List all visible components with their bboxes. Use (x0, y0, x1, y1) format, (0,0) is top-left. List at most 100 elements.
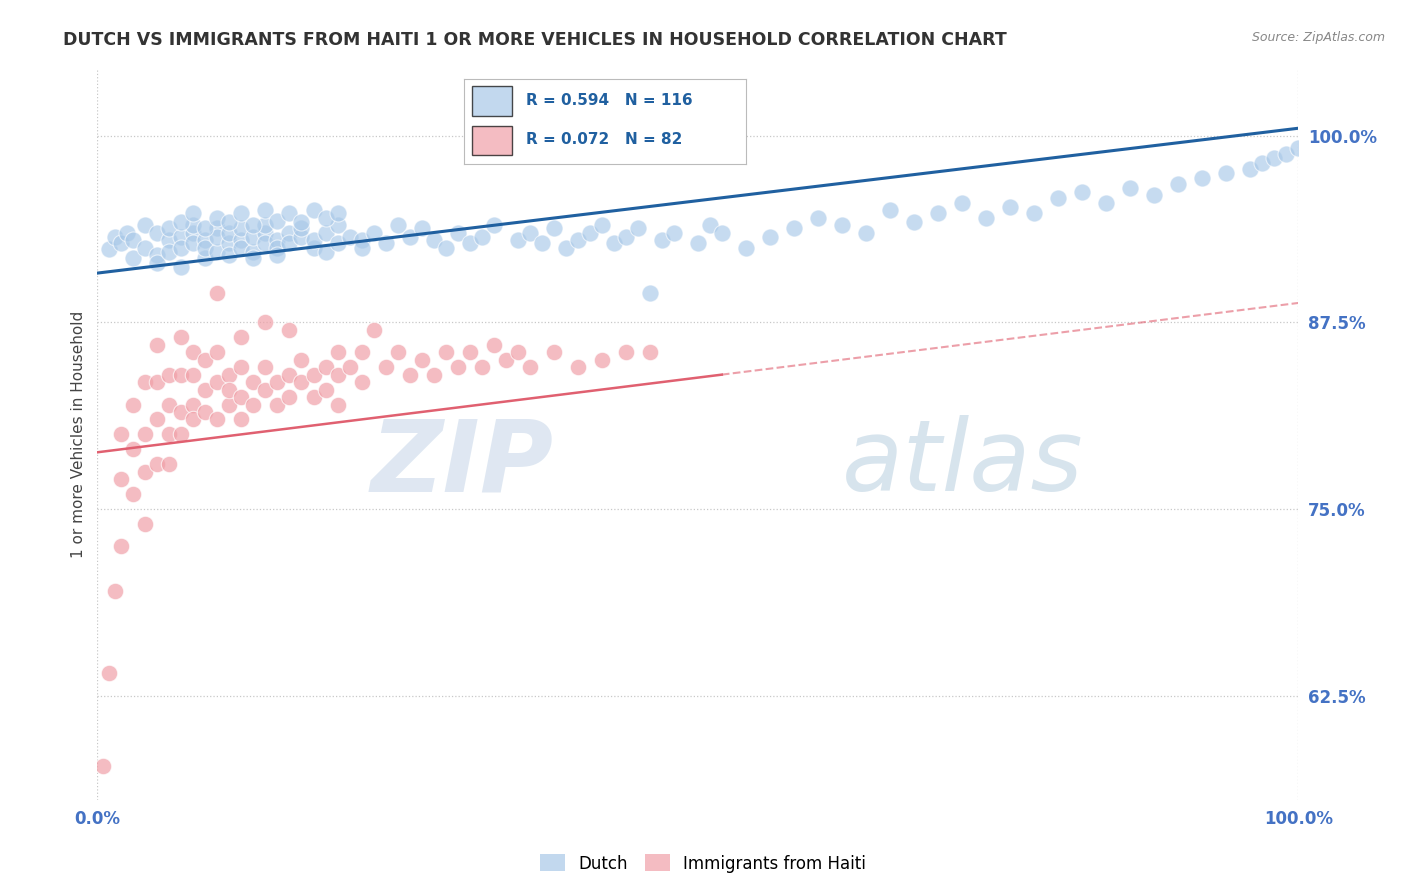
Point (146, 338, 169, 352)
Point (567, 360, 589, 375)
Point (903, 215, 925, 229)
Point (326, 236, 349, 251)
Point (326, 397, 349, 411)
Point (218, 368, 240, 382)
Point (266, 375, 288, 389)
Point (350, 241, 373, 255)
Point (398, 368, 420, 382)
Point (627, 221, 650, 235)
Point (974, 211, 997, 225)
Point (302, 241, 325, 255)
Point (350, 375, 373, 389)
Point (578, 226, 600, 240)
Point (315, 383, 337, 397)
Point (207, 230, 229, 244)
Point (374, 236, 396, 251)
Point (93, 759, 115, 773)
Point (831, 219, 853, 233)
Point (134, 219, 156, 233)
Point (326, 206, 349, 220)
Point (339, 230, 361, 244)
Text: Source: ZipAtlas.com: Source: ZipAtlas.com (1251, 31, 1385, 45)
Point (315, 211, 337, 225)
Point (183, 412, 205, 426)
Point (422, 368, 444, 382)
Point (146, 248, 169, 262)
Point (183, 397, 205, 411)
Point (146, 255, 169, 269)
Point (350, 233, 373, 247)
Point (398, 230, 420, 244)
Point (266, 214, 288, 228)
Point (183, 219, 205, 233)
Point (218, 236, 240, 251)
Point (363, 226, 385, 240)
Point (254, 219, 277, 233)
Point (1095, 195, 1118, 210)
Point (110, 427, 132, 442)
Point (207, 245, 229, 260)
Point (170, 368, 193, 382)
Point (104, 584, 127, 599)
Point (170, 241, 193, 255)
Point (183, 226, 205, 240)
Point (710, 226, 733, 240)
Point (207, 221, 229, 235)
Point (302, 203, 325, 218)
Point (315, 245, 337, 260)
Point (638, 345, 661, 359)
Point (1047, 191, 1070, 205)
Point (134, 427, 156, 442)
Point (194, 352, 217, 367)
Point (117, 226, 139, 240)
Point (98, 666, 121, 681)
Point (446, 360, 468, 375)
Point (231, 241, 253, 255)
Point (194, 221, 217, 235)
Point (614, 345, 637, 359)
Point (170, 230, 193, 244)
Point (734, 241, 756, 255)
Point (495, 352, 517, 367)
Point (218, 226, 240, 240)
Point (278, 226, 301, 240)
Point (194, 383, 217, 397)
Point (122, 442, 145, 457)
Point (218, 397, 240, 411)
Point (686, 236, 709, 251)
Point (242, 397, 264, 411)
Point (157, 245, 180, 260)
Point (231, 233, 253, 247)
Point (254, 360, 277, 375)
Point (207, 345, 229, 359)
Point (207, 285, 229, 300)
Point (207, 375, 229, 389)
Point (110, 540, 132, 554)
Point (482, 219, 505, 233)
Point (506, 345, 529, 359)
Point (157, 233, 180, 247)
Point (543, 221, 565, 235)
Point (998, 201, 1021, 215)
Point (699, 219, 721, 233)
Point (434, 241, 457, 255)
Point (591, 219, 613, 233)
Point (266, 233, 288, 247)
Point (554, 241, 576, 255)
Point (231, 221, 253, 235)
Point (434, 345, 457, 359)
Point (266, 241, 288, 255)
Point (157, 221, 180, 235)
Point (1022, 206, 1045, 220)
Point (471, 360, 494, 375)
Point (471, 230, 494, 244)
Point (422, 233, 444, 247)
Point (207, 211, 229, 225)
Point (218, 215, 240, 229)
Point (290, 230, 312, 244)
Point (950, 195, 973, 210)
Point (807, 211, 830, 225)
Point (157, 368, 180, 382)
Point (170, 330, 193, 344)
Point (254, 383, 277, 397)
